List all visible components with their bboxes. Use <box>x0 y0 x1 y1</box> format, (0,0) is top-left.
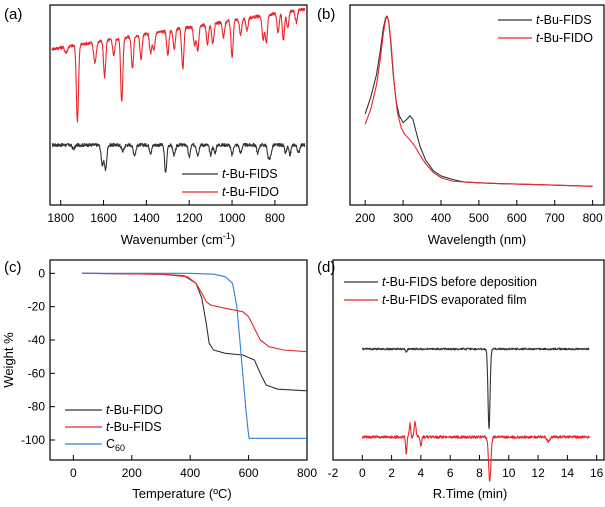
panel-d-x-tick-label: 16 <box>590 466 604 480</box>
legend-label-fido: t-Bu-FIDO <box>222 185 279 199</box>
panel-a-label: (a) <box>4 6 22 23</box>
panel-d: (d) -2 0 2 4 6 8 10 12 14 16 R.Time (min) t-Bu-FI… <box>317 259 605 501</box>
panel-d-x-tick-label: 4 <box>418 466 425 480</box>
panel-c-x-tick-label: 600 <box>239 466 259 480</box>
panel-c-y-tick-label: -60 <box>28 366 46 380</box>
panel-c-legend: t-Bu-FIDO t-Bu-FIDS C60 <box>65 403 163 453</box>
panel-d-x-tick-label: 8 <box>476 466 483 480</box>
panel-a-x-tick-label: 800 <box>265 211 285 225</box>
panel-c-label: (c) <box>4 259 22 276</box>
panel-b-x-tick-label: 400 <box>431 211 451 225</box>
panel-c-y-tick-label: -20 <box>28 300 46 314</box>
panel-c-frame <box>49 259 308 461</box>
panel-d-x-tick-label: 2 <box>388 466 395 480</box>
panel-d-x-tick-label: 14 <box>561 466 575 480</box>
panel-a-x-tick-label: 1400 <box>133 211 160 225</box>
panel-d-series-line <box>361 420 590 482</box>
panel-b-x-tick-label: 200 <box>355 211 375 225</box>
panel-a-x-tick-label: 1600 <box>90 211 117 225</box>
panel-b-x-tick-label: 300 <box>393 211 413 225</box>
panel-c-y-tick-label: -80 <box>28 400 46 414</box>
panel-d-legend: t-Bu-FIDS before deposition t-Bu-FIDS ev… <box>344 275 537 307</box>
panel-c-x-tick-label: 200 <box>122 466 142 480</box>
legend-label-before: t-Bu-FIDS before deposition <box>382 275 537 289</box>
panel-b-x-ticks: 200 300 400 500 600 700 800 <box>355 200 603 225</box>
panel-c-series-line <box>82 272 308 353</box>
panel-c-y-tick-label: -100 <box>21 433 45 447</box>
legend-label-fids: t-Bu-FIDS <box>222 167 278 181</box>
panel-b-legend: t-Bu-FIDS t-Bu-FIDO <box>498 13 593 45</box>
panel-c-y-axis-label: Weight % <box>1 332 16 388</box>
panel-b-x-tick-label: 800 <box>583 211 603 225</box>
panel-a-series-line <box>51 142 306 173</box>
panel-d-x-tick-label: 12 <box>531 466 545 480</box>
panel-b-x-axis-label: Wavelength (nm) <box>428 232 527 247</box>
panel-a-x-tick-label: 1800 <box>47 211 74 225</box>
panel-c-series-line <box>82 272 308 392</box>
panel-d-x-ticks: -2 0 2 4 6 8 10 12 14 16 <box>328 455 604 480</box>
panel-a-x-tick-label: 1200 <box>176 211 203 225</box>
panel-b-series-line <box>364 15 593 187</box>
panel-d-x-tick-label: -2 <box>328 466 339 480</box>
panel-c-x-tick-label: 400 <box>180 466 200 480</box>
legend-label-fido: t-Bu-FIDO <box>106 403 163 417</box>
panel-d-series-line <box>361 347 590 430</box>
panel-a-x-axis-label: Wavenumber (cm-1) <box>121 231 235 247</box>
panel-a-frame <box>49 4 308 206</box>
legend-label-film: t-Bu-FIDS evaporated film <box>382 293 527 307</box>
legend-label-fids: t-Bu-FIDS <box>536 13 592 27</box>
panel-d-label: (d) <box>317 259 335 276</box>
panel-b-frame <box>349 4 605 206</box>
panel-b-x-tick-label: 500 <box>469 211 489 225</box>
panel-c-y-tick-label: -40 <box>28 333 46 347</box>
panel-c-x-tick-label: 800 <box>297 466 317 480</box>
panel-d-x-tick-label: 6 <box>447 466 454 480</box>
panel-a-series <box>51 7 306 173</box>
panel-c-y-ticks: 0 -20 -40 -60 -80 -100 <box>21 266 55 447</box>
panel-c-series-line <box>82 272 307 439</box>
panel-b-series <box>364 15 593 187</box>
panel-c-series <box>82 272 308 439</box>
panel-a-series-line <box>51 7 306 123</box>
panel-a: (a) 1800 1600 1400 1200 1000 800 Wavenumber (… <box>4 4 308 247</box>
panel-b-x-tick-label: 600 <box>507 211 527 225</box>
panel-a-x-ticks: 1800 1600 1400 1200 1000 800 <box>47 200 285 225</box>
panel-a-legend: t-Bu-FIDS t-Bu-FIDO <box>182 167 279 199</box>
legend-label-fido: t-Bu-FIDO <box>536 31 593 45</box>
panel-d-x-tick-label: 10 <box>502 466 516 480</box>
panel-b-label: (b) <box>317 6 335 23</box>
panel-d-x-tick-label: 0 <box>359 466 366 480</box>
panel-b-x-tick-label: 700 <box>545 211 565 225</box>
legend-label-c60: C60 <box>106 437 125 453</box>
panel-c-x-tick-label: 0 <box>70 466 77 480</box>
panel-d-x-axis-label: R.Time (min) <box>433 486 508 501</box>
panel-d-series <box>361 347 590 482</box>
panel-b: (b) 200 300 400 500 600 700 800 Wavelength (nm… <box>317 4 605 247</box>
panel-c-x-axis-label: Temperature (ºC) <box>132 486 231 501</box>
legend-label-fids: t-Bu-FIDS <box>106 420 162 434</box>
panel-c-x-ticks: 0 200 400 600 800 <box>70 455 317 480</box>
panel-c: (c) 0 200 400 600 800 0 -20 -40 -60 -80 -100 Temp… <box>1 259 317 501</box>
panel-a-x-tick-label: 1000 <box>219 211 246 225</box>
panel-b-series-line <box>364 15 593 187</box>
panel-c-y-tick-label: 0 <box>38 266 45 280</box>
panel-d-frame <box>332 259 605 461</box>
